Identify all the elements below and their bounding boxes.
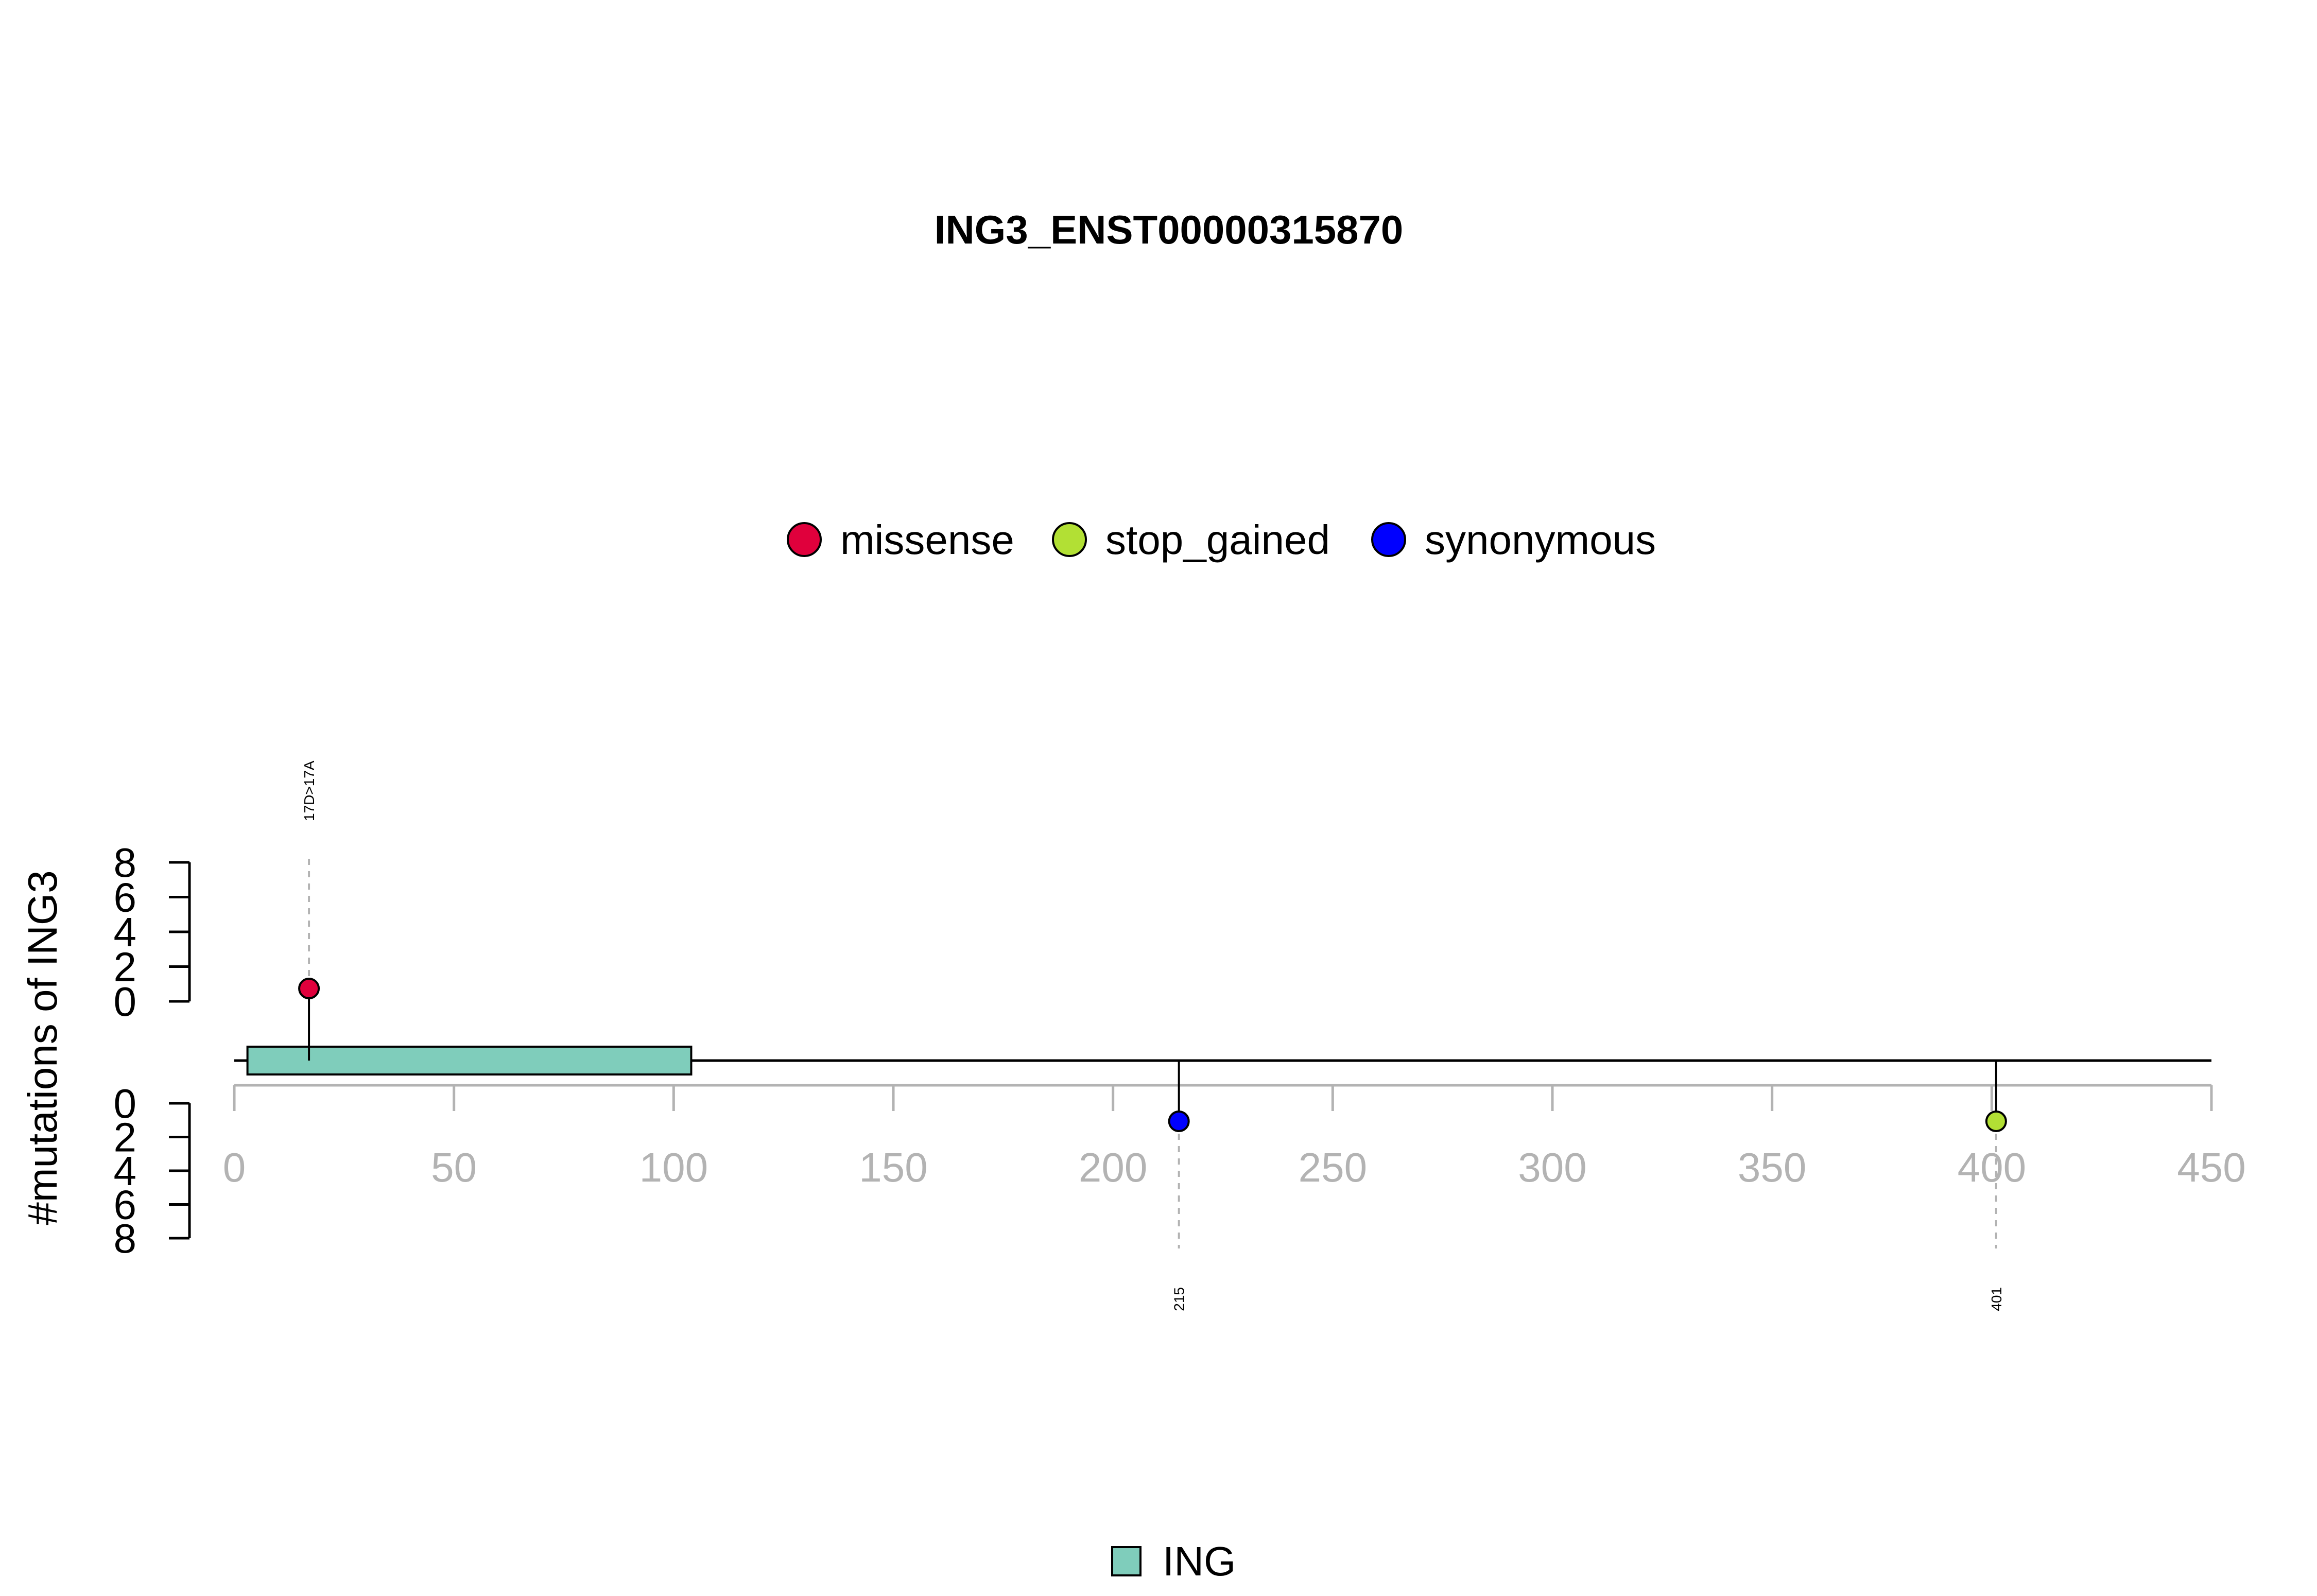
domain-box-ing [246, 1046, 693, 1075]
x-tick-label: 50 [431, 1144, 477, 1190]
legend-label: missense [840, 517, 1014, 563]
y-tick-lower-label: 6 [114, 1182, 137, 1228]
y-tick-upper-label: 8 [114, 840, 137, 886]
mutations-layer: 17D>17A 215 401 [298, 760, 2007, 1311]
legend-domain-swatch [1111, 1546, 1142, 1576]
x-tick-label: 150 [859, 1144, 927, 1190]
y-tick-upper-label: 2 [114, 944, 137, 990]
chart-title: ING3_ENST00000315870 [935, 207, 1404, 252]
x-tick-label: 0 [223, 1144, 246, 1190]
legend-mutation-types: missense stop_gained synonymous [787, 517, 1656, 563]
y-tick-upper-label: 0 [114, 979, 137, 1025]
x-tick-label: 300 [1518, 1144, 1586, 1190]
y-tick-upper-label: 4 [114, 909, 137, 955]
y-tick-lower-label: 0 [114, 1081, 137, 1126]
mutation-401: 401 [1985, 1061, 2007, 1311]
legend-item-stop-gained: stop_gained [1052, 517, 1330, 563]
y-tick-lower-label: 8 [114, 1216, 137, 1261]
y-axis-label: #mutations of ING3 [20, 870, 65, 1225]
mutation-17: 17D>17A [298, 760, 320, 1061]
legend-label: stop_gained [1105, 517, 1330, 563]
protein-track [234, 1046, 2211, 1075]
mutation-label: 401 [1989, 1287, 2004, 1311]
legend-domain-label: ING [1163, 1538, 1236, 1584]
x-tick-label: 400 [1958, 1144, 2026, 1190]
legend-item-synonymous: synonymous [1371, 517, 1656, 563]
mutation-point [1985, 1111, 2007, 1132]
legend-swatch [1052, 522, 1087, 557]
legend-label: synonymous [1425, 517, 1656, 563]
x-tick-label: 200 [1079, 1144, 1147, 1190]
x-tick-label: 450 [2177, 1144, 2245, 1190]
mutation-215: 215 [1168, 1061, 1190, 1311]
mutation-label: 215 [1171, 1287, 1187, 1311]
y-tick-upper-label: 6 [114, 875, 137, 921]
x-tick-label: 100 [639, 1144, 708, 1190]
legend-domains: ING [1111, 1538, 1236, 1584]
mutation-label: 17D>17A [301, 760, 317, 821]
legend-item-missense: missense [787, 517, 1014, 563]
legend-swatch [1371, 522, 1406, 557]
legend-domain-ing: ING [1111, 1538, 1236, 1584]
x-tick-label: 350 [1738, 1144, 1806, 1190]
mutation-point [1168, 1111, 1190, 1132]
x-axis: 0 50 100 150 200 250 300 350 400 450 [223, 1084, 2246, 1190]
y-tick-lower-label: 2 [114, 1115, 137, 1160]
legend-swatch [787, 522, 822, 557]
y-tick-lower-label: 4 [114, 1148, 137, 1194]
mutation-point [298, 978, 320, 999]
x-tick-label: 250 [1299, 1144, 1367, 1190]
